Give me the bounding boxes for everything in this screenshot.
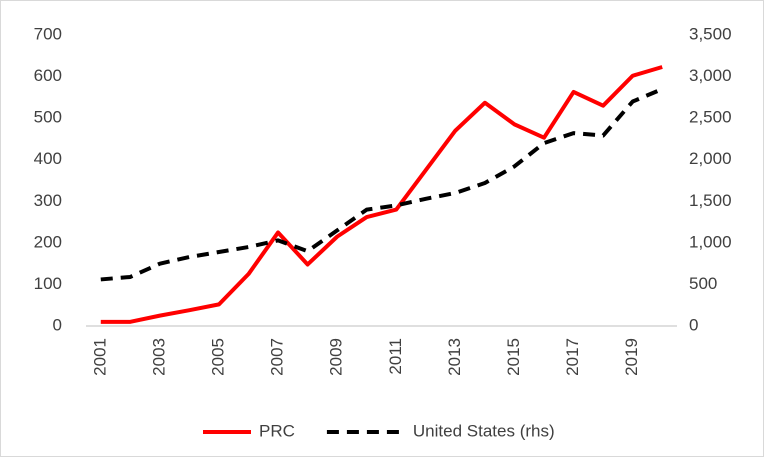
series-line <box>100 87 664 282</box>
x-tick-label: 2007 <box>268 338 287 376</box>
x-tick-label: 2005 <box>208 338 227 376</box>
y-tick-label: 0 <box>53 315 62 334</box>
y-tick-label: 700 <box>34 24 62 43</box>
y-tick-label: 500 <box>34 108 62 127</box>
x-tick-label: 2001 <box>90 338 109 376</box>
x-tick-label: 2015 <box>504 338 523 376</box>
x-tick-label: 2009 <box>327 338 346 376</box>
x-tick-label: 2003 <box>149 338 168 376</box>
y-tick-label: 600 <box>34 66 62 85</box>
legend-label: PRC <box>259 421 295 440</box>
legend-label: United States (rhs) <box>413 421 555 440</box>
y2-tick-label: 2,500 <box>689 108 732 127</box>
y2-tick-label: 3,000 <box>689 66 732 85</box>
y-tick-label: 300 <box>34 191 62 210</box>
y2-tick-label: 3,500 <box>689 24 732 43</box>
y2-tick-label: 2,000 <box>689 149 732 168</box>
x-tick-label: 2011 <box>386 338 405 375</box>
y-tick-label: 400 <box>34 149 62 168</box>
y-tick-label: 200 <box>34 232 62 251</box>
y2-tick-label: 1,000 <box>689 232 732 251</box>
y2-tick-label: 1,500 <box>689 191 732 210</box>
series-line <box>100 65 663 324</box>
x-tick-label: 2019 <box>622 338 641 376</box>
x-tick-label: 2017 <box>563 338 582 376</box>
x-tick-label: 2013 <box>445 338 464 376</box>
y-tick-label: 100 <box>34 274 62 293</box>
y2-tick-label: 0 <box>689 315 698 334</box>
y2-tick-label: 500 <box>689 274 717 293</box>
